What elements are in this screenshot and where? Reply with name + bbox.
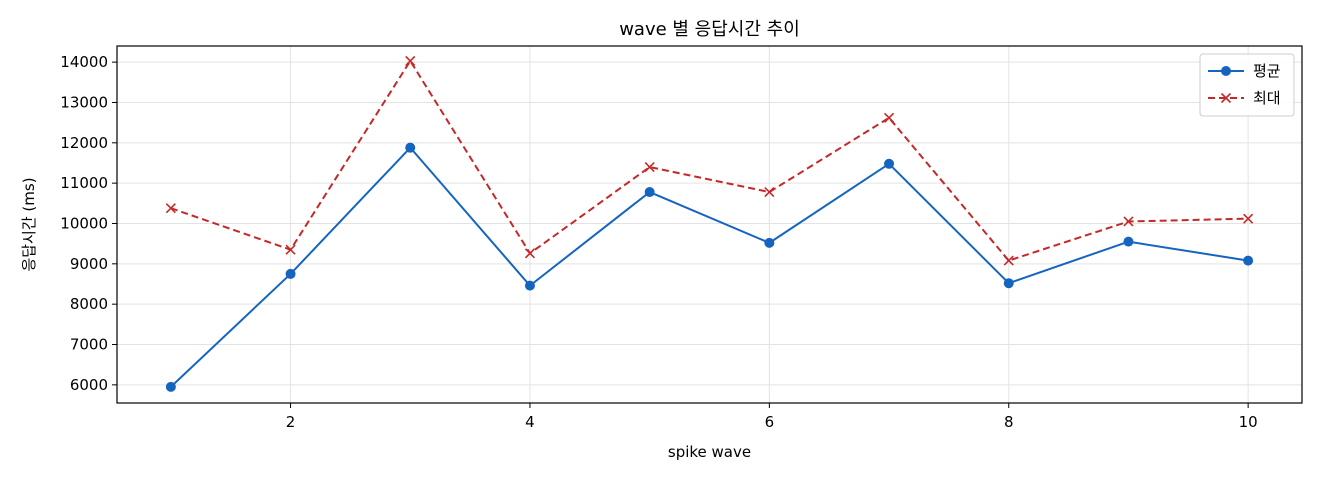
x-marker-stroke — [644, 161, 655, 173]
chart-title: wave 별 응답시간 추이 — [619, 19, 800, 40]
x-marker-stroke — [1220, 92, 1232, 104]
y-tick-label: 6000 — [70, 376, 108, 394]
data-point — [524, 248, 536, 259]
series-line — [170, 59, 1249, 262]
x-marker-stroke — [883, 112, 895, 123]
data-point — [1123, 236, 1134, 247]
data-point — [644, 161, 655, 173]
legend-entry: 최대 — [1208, 89, 1281, 107]
data-point — [1243, 213, 1254, 224]
x-marker-stroke — [1123, 216, 1134, 227]
x-axis-title: spike wave — [668, 443, 751, 461]
x-tick-label: 2 — [286, 413, 296, 431]
y-tick-label: 13000 — [60, 93, 108, 111]
data-point — [405, 55, 416, 66]
y-axis-title: 응답시간 (ms) — [20, 177, 38, 271]
data-point — [644, 187, 655, 198]
x-tick-label: 8 — [1004, 413, 1014, 431]
y-tick-label: 7000 — [70, 336, 108, 354]
legend-marker — [1221, 66, 1231, 76]
data-point — [165, 381, 176, 392]
x-marker-stroke — [285, 244, 296, 255]
axis-ticks: 6000 7000 8000 9000 10000 11000 12000 13000 1400… — [60, 53, 1257, 431]
grid — [117, 46, 1302, 403]
series-1 — [165, 142, 1254, 392]
data-point — [285, 268, 296, 279]
series-2 — [165, 55, 1254, 266]
x-marker-stroke — [1243, 213, 1254, 224]
series-line — [170, 146, 1249, 388]
plot-frame — [116, 45, 1303, 404]
data-point — [883, 112, 895, 123]
x-marker-stroke — [524, 248, 536, 259]
data-point — [1243, 255, 1254, 266]
x-marker-stroke — [165, 203, 176, 214]
series-layer — [165, 55, 1254, 392]
data-point — [884, 158, 895, 169]
data-point — [165, 203, 176, 214]
data-point — [1123, 216, 1134, 227]
x-marker-stroke — [764, 186, 775, 198]
x-tick-label: 4 — [525, 413, 535, 431]
data-point — [764, 237, 775, 248]
x-marker-stroke — [405, 55, 416, 66]
y-tick-label: 10000 — [60, 214, 108, 232]
data-point — [1003, 255, 1014, 266]
y-tick-label: 9000 — [70, 255, 108, 273]
data-point — [285, 244, 296, 255]
y-tick-label: 11000 — [60, 174, 108, 192]
data-point — [764, 186, 775, 198]
legend-label: 평균 — [1253, 62, 1281, 80]
legend-label: 최대 — [1253, 89, 1281, 107]
x-tick-label: 10 — [1239, 413, 1258, 431]
y-tick-label: 14000 — [60, 53, 108, 71]
data-point — [405, 142, 416, 153]
data-point — [524, 280, 535, 291]
y-tick-label: 8000 — [70, 295, 108, 313]
legend-entry: 평균 — [1208, 62, 1281, 80]
legend-marker — [1220, 92, 1232, 104]
y-tick-label: 12000 — [60, 134, 108, 152]
x-marker-stroke — [1003, 255, 1014, 266]
data-point — [1003, 278, 1014, 289]
x-tick-label: 6 — [765, 413, 775, 431]
